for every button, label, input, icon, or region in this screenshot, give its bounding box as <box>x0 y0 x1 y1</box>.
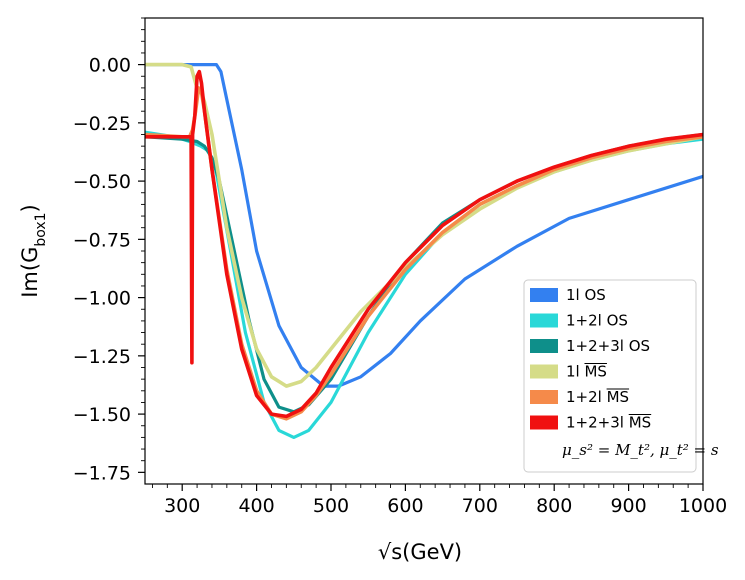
series-line-6 <box>145 69 703 419</box>
y-tick-label: −1.25 <box>73 346 131 368</box>
x-tick-label: 600 <box>387 495 423 517</box>
x-tick-label: 800 <box>536 495 572 517</box>
legend-swatch-4 <box>530 364 558 379</box>
y-tick-label: −1.00 <box>73 288 131 310</box>
x-tick-label: 400 <box>238 495 274 517</box>
legend-swatch-5 <box>530 390 558 404</box>
x-axis-title: √s(GeV) <box>378 540 462 564</box>
x-tick-label: 700 <box>462 495 498 517</box>
legend-label-6: 1+2+3l MS <box>566 414 651 432</box>
legend-box <box>523 279 697 473</box>
legend-label-4: 1l MS <box>566 363 607 381</box>
y-tick-label: −1.50 <box>73 404 131 426</box>
legend-label-2: 1+2l OS <box>566 312 628 330</box>
x-tick-label: 500 <box>313 495 349 517</box>
y-tick-label: −0.50 <box>73 171 131 193</box>
y-tick-label: −1.75 <box>73 462 131 484</box>
legend-swatch-2 <box>530 313 558 328</box>
legend-annotation: μ_s² = M_t², μ_t² = s <box>562 441 719 459</box>
x-tick-label: 900 <box>610 495 646 517</box>
x-tick-label: 300 <box>164 495 200 517</box>
series-layer <box>145 62 703 439</box>
y-axis-title: Im(Gbox1) <box>18 204 49 298</box>
legend-swatch-1 <box>530 288 558 302</box>
y-tick-label: 0.00 <box>89 55 131 77</box>
y-axis-title-text: Im(Gbox1) <box>18 204 49 298</box>
legend-swatch-3 <box>530 339 558 353</box>
legend-swatch-6 <box>530 415 558 430</box>
legend-label-5: 1+2l MS <box>566 388 629 406</box>
legend-label-3: 1+2+3l OS <box>566 337 650 355</box>
legend-label-1: 1l OS <box>566 286 606 304</box>
x-tick-label: 1000 <box>679 495 727 517</box>
y-tick-label: −0.75 <box>73 229 131 251</box>
axes-layer: 300 400 500 600 700 800 900 1000 0.00 −0.25 −0.50 −… <box>73 17 727 517</box>
legend: 1l OS 1+2l OS 1+2+3l OS 1l MS 1+2l MS 1+2+3l … <box>523 279 719 473</box>
y-tick-label: −0.25 <box>73 113 131 135</box>
